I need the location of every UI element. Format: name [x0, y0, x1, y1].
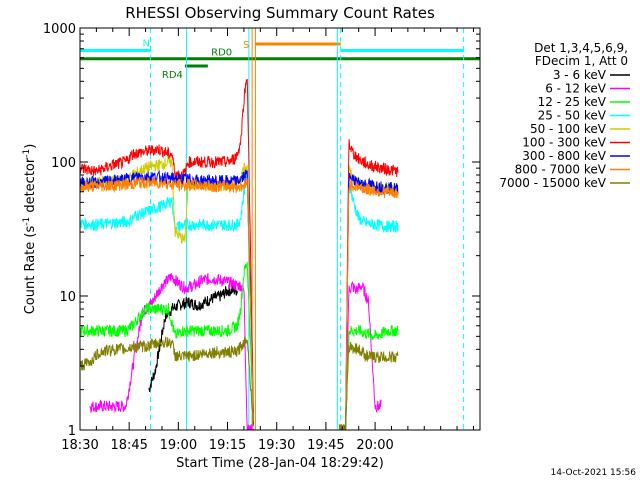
- x-tick-label: 19:15: [209, 438, 246, 453]
- plot-frame: [79, 27, 481, 431]
- legend-entry-label: 25 - 50 keV: [538, 109, 607, 123]
- x-tick-label: 19:30: [258, 438, 295, 453]
- series-line: [80, 261, 399, 430]
- series-layer: [80, 78, 399, 430]
- x-tick-label: 20:00: [356, 438, 393, 453]
- x-tick-label: 19:00: [160, 438, 197, 453]
- x-axis-label: Start Time (28-Jan-04 18:29:42): [176, 456, 384, 471]
- flags-layer: [80, 42, 480, 68]
- legend-entry-label: 3 - 6 keV: [553, 68, 607, 82]
- plot-area: [80, 28, 480, 430]
- chart-title: RHESSI Observing Summary Count Rates: [125, 4, 435, 22]
- flag-label: S: [243, 40, 249, 51]
- flag-label: N: [142, 38, 149, 49]
- flag-label: RD0: [211, 48, 232, 59]
- series-line: [80, 335, 399, 430]
- vlines-layer: [149, 28, 465, 430]
- axes: 18:30 18:45 19:00 19:15 19:30 19:45 20:00 1 10 10…: [43, 22, 481, 453]
- y-tick-label: 10: [59, 290, 76, 305]
- generation-timestamp: 14-Oct-2021 15:56: [551, 468, 637, 478]
- series-line: [80, 176, 399, 430]
- legend-header-1: Det 1,3,4,5,6,9,: [534, 41, 628, 55]
- legend-entry-label: 7000 - 15000 keV: [499, 176, 606, 190]
- y-tick-label: 100: [51, 156, 76, 171]
- y-tick-label: 1000: [43, 22, 76, 37]
- legend-entry-label: 100 - 300 keV: [522, 136, 606, 150]
- x-tick-label: 18:30: [61, 438, 98, 453]
- legend-entry-label: 300 - 800 keV: [522, 149, 606, 163]
- y-axis-label: Count Rate (s-1 detector-1): [22, 144, 38, 315]
- flag-labels: N S RD0 RD4: [142, 38, 249, 81]
- y-tick-label: 1: [68, 424, 76, 439]
- x-tick-label: 18:45: [110, 438, 147, 453]
- legend: Det 1,3,4,5,6,9, FDecim 1, Att 0 3 - 6 k…: [499, 41, 630, 190]
- legend-entry-label: 6 - 12 keV: [545, 82, 607, 96]
- legend-entry-label: 800 - 7000 keV: [515, 163, 607, 177]
- legend-entry-label: 12 - 25 keV: [538, 95, 607, 109]
- legend-entry-label: 50 - 100 keV: [530, 122, 607, 136]
- legend-header-2: FDecim 1, Att 0: [535, 54, 628, 68]
- x-tick-label: 19:45: [307, 438, 344, 453]
- flag-label: RD4: [162, 70, 183, 81]
- series-line: [80, 78, 399, 430]
- series-line: [148, 284, 238, 392]
